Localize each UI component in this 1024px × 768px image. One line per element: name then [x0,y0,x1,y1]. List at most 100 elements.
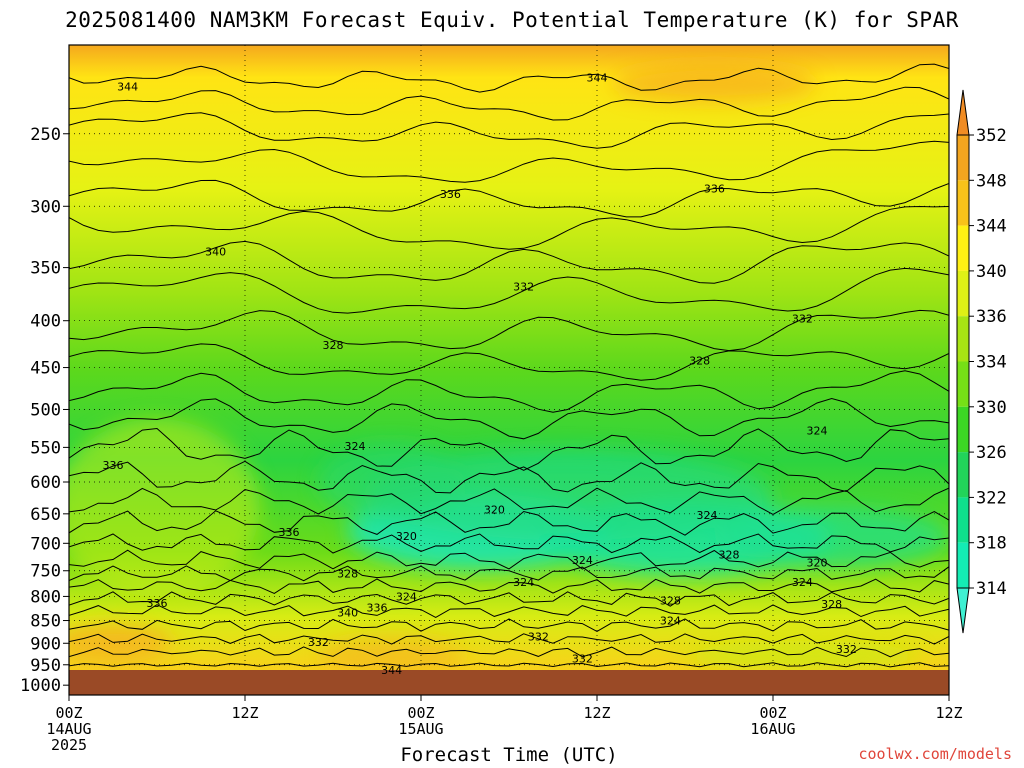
contour-label: 332 [308,636,329,649]
colorbar-segment [957,497,969,543]
contour-label: 344 [587,71,608,84]
contour-line [69,533,949,554]
y-tick-label: 450 [30,359,61,379]
contour-line [69,662,949,668]
contour-label: 332 [572,652,593,665]
y-tick-label: 800 [30,587,61,607]
contour-label: 340 [337,606,358,619]
contour-label: 328 [337,567,358,580]
contour-label: 336 [440,188,461,201]
colorbar-segment [957,270,969,317]
contour-label: 328 [323,339,344,352]
colorbar-label: 344 [976,217,1007,237]
contour-line [69,487,949,515]
contour-label: 336 [279,526,300,539]
y-tick-label: 900 [30,634,61,654]
contour-label: 328 [689,354,710,367]
colorbar-segment [957,180,969,226]
colorbar-top-arrow [956,89,970,136]
chart-title: 2025081400 NAM3KM Forecast Equiv. Potent… [65,8,959,32]
colorbar: 352 348 344 340 336 334 330 326 322 318 314 [956,89,1007,634]
credit-link[interactable]: coolwx.com/models [858,745,1012,763]
contour-label: 332 [836,643,857,656]
contour-label: 324 [660,615,681,628]
colorbar-segment [957,225,969,271]
contour-line [69,86,949,121]
background-field [69,45,949,695]
x-tick-label: 15AUG [398,720,443,738]
y-tick-label: 250 [30,125,61,145]
plot-frame [68,44,950,696]
contour-labels: 344 344 336 336 340 332 332 328 328 324 324 336 320 3… [103,71,857,676]
contour-label: 324 [513,576,534,589]
temperature-patch [685,640,920,672]
temperature-patch [69,418,260,597]
x-tick-label: 14AUG [46,720,91,738]
y-axis: 2503003504004505005506006507007508008509… [20,125,69,696]
contour-line [69,633,949,645]
contour-line [69,604,949,618]
x-tick-label: 12Z [231,704,258,722]
x-tick-label: 12Z [935,704,962,722]
y-tick-label: 600 [30,473,61,493]
y-tick-label: 1000 [20,676,61,696]
contour-line [69,240,949,284]
contour-line [69,427,949,471]
colorbar-label: 330 [976,398,1007,418]
y-tick-label: 300 [30,197,61,217]
contour-label: 328 [719,549,740,562]
contour-label: 324 [807,424,828,437]
y-tick-label: 950 [30,656,61,676]
contour-label: 336 [103,459,124,472]
contour-lines [69,63,949,679]
colorbar-label: 340 [976,262,1007,282]
y-tick-label: 700 [30,534,61,554]
contour-label: 320 [396,530,417,543]
x-tick-label: 00Z [759,704,786,722]
contour-line [69,267,949,314]
contour-label: 328 [821,598,842,611]
colorbar-label: 318 [976,534,1007,554]
colorbar-label: 348 [976,171,1007,191]
colorbar-label: 322 [976,488,1007,508]
y-tick-label: 350 [30,259,61,279]
temperature-patch [362,449,773,541]
contour-line [69,549,949,570]
y-tick-label: 750 [30,562,61,582]
x-tick-label: 12Z [583,704,610,722]
colorbar-label: 326 [976,443,1007,463]
colorbar-label: 352 [976,126,1007,146]
contour-label: 336 [704,183,725,196]
contour-line [69,179,949,218]
contour-line [69,578,949,594]
colorbar-label: 336 [976,307,1007,327]
contour-label: 344 [117,81,138,94]
contour-label: 344 [381,664,402,677]
x-tick-label: 16AUG [750,720,795,738]
contour-label: 324 [396,590,417,603]
contour-label: 332 [528,631,549,644]
contour-label: 320 [484,504,505,517]
contour-line [69,63,949,93]
y-tick-label: 550 [30,438,61,458]
y-tick-label: 850 [30,612,61,632]
x-tick-label: 00Z [55,704,82,722]
contour-label: 340 [205,245,226,258]
ground-surface [69,670,949,695]
y-tick-label: 500 [30,400,61,420]
contour-line [69,343,949,381]
temperature-patch [611,63,817,103]
colorbar-segment [957,542,969,588]
contour-label: 328 [660,594,681,607]
contour-line [69,510,949,536]
contour-label: 324 [572,554,593,567]
contour-label: 324 [697,509,718,522]
contour-label: 332 [513,280,534,293]
colorbar-segment [957,316,969,362]
colorbar-segment [957,452,969,498]
colorbar-label: 314 [976,579,1007,599]
contour-line [69,646,949,658]
x-tick-label: 2025 [51,736,87,754]
